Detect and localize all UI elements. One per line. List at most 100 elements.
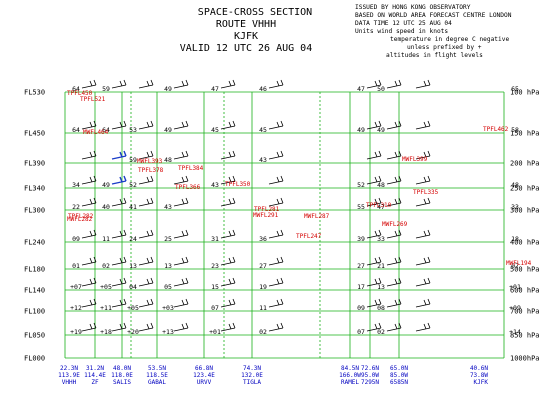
wind-barb: [220, 150, 236, 160]
wind-barb: [220, 120, 236, 130]
flight-level-label: FL180: [24, 266, 45, 274]
wind-barb: [415, 229, 431, 239]
wind-barb: [386, 229, 402, 239]
wind-barb: [138, 150, 154, 160]
tropopause-label: MWFL282: [67, 216, 93, 223]
temperature-value: 13: [164, 262, 172, 270]
wind-barb: [386, 298, 402, 308]
wind-barb: [268, 229, 284, 239]
station-lat-label: 40.6N: [470, 365, 488, 372]
pressure-level-label: 300 hPa: [510, 207, 540, 215]
wind-barb: [415, 120, 431, 130]
station-name-label: KJFK: [474, 379, 489, 386]
flight-level-label: FL450: [24, 130, 45, 138]
tropopause-label: TPFL350: [225, 181, 251, 188]
flight-level-label: FL000: [24, 355, 45, 363]
temperature-value: 40: [102, 203, 110, 211]
temperature-value: 47: [211, 85, 219, 93]
wind-barb: [415, 150, 431, 160]
wind-barb: [173, 322, 189, 332]
wind-barb: [366, 79, 382, 89]
temperature-value: 21: [377, 262, 385, 270]
temperature-value: +01: [209, 328, 221, 336]
temperature-value: 25: [164, 235, 172, 243]
wind-barb: [415, 256, 431, 266]
info-line: ISSUED BY HONG KONG OBSERVATORY: [355, 4, 471, 11]
chart-grid: [64, 91, 505, 359]
station-lon-label: 166.0W: [339, 372, 361, 379]
title-line-2: ROUTE VHHH: [216, 19, 276, 30]
wind-barb: [415, 79, 431, 89]
station-name-label: SALIS: [113, 379, 131, 386]
tropopause-label: TPFL281: [254, 206, 280, 213]
temperature-value: 48: [164, 156, 172, 164]
pressure-level-label: 500 hPa: [510, 266, 540, 274]
wind-barb: [173, 175, 189, 185]
wind-barb: [81, 277, 97, 287]
info-line: BASED ON WORLD AREA FORECAST CENTRE LOND…: [355, 12, 512, 19]
temperature-value: 59: [102, 85, 110, 93]
temperature-value: 33: [511, 203, 519, 211]
temperature-value: 64: [72, 126, 80, 134]
temperature-value: 49: [102, 181, 110, 189]
temperature-value: +07: [70, 283, 82, 291]
station-lat-label: 84.5N: [341, 365, 359, 372]
temperature-value: 41: [129, 203, 137, 211]
temperature-value: 27: [259, 262, 267, 270]
station-lon-label: 132.0E: [241, 372, 263, 379]
wind-barb: [111, 298, 127, 308]
wind-barb: [220, 175, 236, 185]
pressure-level-label: 700 hPa: [510, 308, 540, 316]
temperature-value: 65: [511, 85, 519, 93]
temperature-value: +18: [100, 328, 112, 336]
pressure-level-label: 250 hPa: [510, 185, 540, 193]
wind-barb: [111, 229, 127, 239]
flight-level-label: FL390: [24, 160, 45, 168]
temperature-value: 64: [102, 126, 110, 134]
station-name-label: GABAL: [148, 379, 166, 386]
station-name-label: VHHH: [62, 379, 77, 386]
temperature-value: 59: [129, 156, 137, 164]
temperature-value: 04: [129, 283, 137, 291]
station-lon-label: 114.4E: [84, 372, 106, 379]
temperature-value: 13: [377, 283, 385, 291]
wind-barb: [386, 277, 402, 287]
temperature-value: +05: [127, 304, 139, 312]
wind-barb: [173, 150, 189, 160]
wind-barb: [81, 175, 97, 185]
temperature-value: 22: [72, 203, 80, 211]
station-name-label: URVV: [197, 379, 212, 386]
temperature-value: 09: [357, 304, 365, 312]
wind-barb: [386, 322, 402, 332]
temperature-value: 46: [259, 85, 267, 93]
wind-barb: [386, 120, 402, 130]
info-line: Units wind speed in knots: [355, 28, 448, 35]
pressure-level-label: 150 hPa: [510, 130, 540, 138]
wind-barb: [81, 150, 97, 160]
station-lat-label: 22.3N: [60, 365, 78, 372]
flight-level-label: FL100: [24, 308, 45, 316]
wind-barb: [173, 229, 189, 239]
temperature-value: 11: [102, 235, 110, 243]
station-name-label: 6585N: [390, 379, 408, 386]
wind-barb: [268, 79, 284, 89]
wind-barb: [173, 197, 189, 207]
tropopause-label: MWFL464: [83, 129, 109, 136]
pressure-level-label: 400 hPa: [510, 239, 540, 247]
wind-barb: [366, 298, 382, 308]
wind-barb: [386, 197, 402, 207]
wind-barb: [220, 79, 236, 89]
wind-barb: [81, 322, 97, 332]
wind-barb: [220, 298, 236, 308]
wind-barb: [268, 197, 284, 207]
wind-barb: [220, 229, 236, 239]
issue-info: ISSUED BY HONG KONG OBSERVATORY BASED ON…: [355, 4, 512, 59]
wind-barb: [138, 229, 154, 239]
temperature-value: 07: [211, 304, 219, 312]
wind-barb: [268, 298, 284, 308]
temperature-value: 09: [72, 235, 80, 243]
temperature-value: +05: [100, 283, 112, 291]
tropopause-label: MWFL194: [506, 260, 532, 267]
station-lat-label: 72.6N: [361, 365, 379, 372]
temperature-value: +20: [127, 328, 139, 336]
